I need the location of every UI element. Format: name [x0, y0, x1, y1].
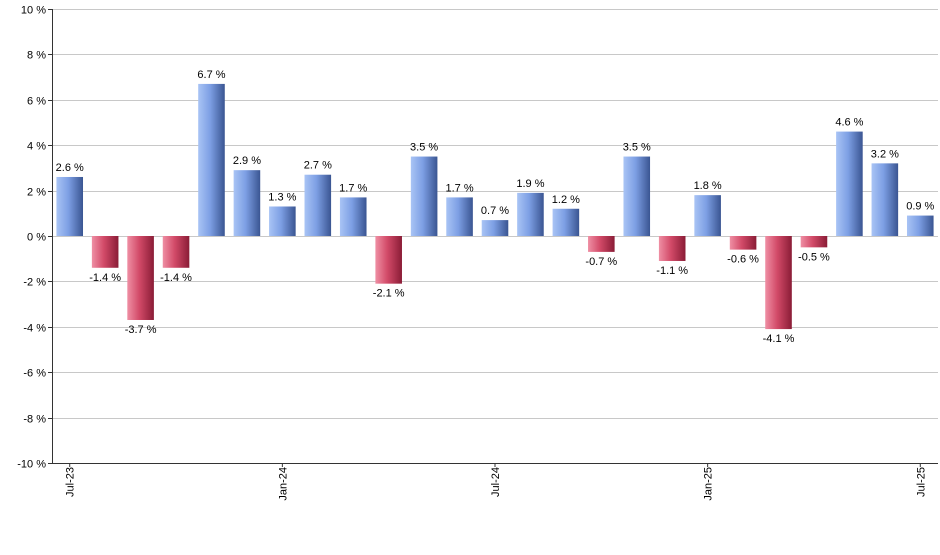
data-label: 3.5 %: [623, 142, 651, 154]
data-labels: 2.6 % -1.4 % -3.7 % -1.4 % 6.7 % 2.9 % 1.3 % 2.…: [56, 69, 935, 345]
x-tick-label: Jul-23: [65, 467, 77, 497]
data-label: -1.4 %: [160, 272, 192, 284]
bar-jul-25: [906, 215, 934, 236]
bar-dec-24: [658, 236, 686, 261]
data-label: 3.2 %: [871, 148, 899, 160]
bars: [56, 83, 934, 330]
data-label: -0.5 %: [798, 251, 830, 263]
bar-aug-23: [91, 236, 119, 268]
axes: 10 % 8 % 6 % 4 % 2 % 0 % -2 % -4 % -6 % -8 % -10 %…: [17, 5, 938, 501]
x-tick-label: Jan-25: [703, 467, 715, 501]
bar-oct-24: [588, 236, 615, 252]
bar-apr-25: [800, 236, 828, 248]
data-label: 1.3 %: [268, 191, 296, 203]
y-tick-label: 10 %: [21, 5, 46, 17]
y-tick-label: -6 %: [23, 368, 46, 380]
data-label: 2.7 %: [304, 160, 332, 172]
x-tick-label: Jul-25: [915, 467, 927, 497]
bar-nov-24: [623, 156, 651, 236]
y-tick-label: -4 %: [23, 323, 46, 335]
data-label: 1.7 %: [339, 182, 367, 194]
y-tick-label: 6 %: [27, 96, 46, 108]
bar-apr-24: [375, 236, 402, 284]
data-label: -3.7 %: [125, 324, 157, 336]
bar-dec-23: [233, 170, 261, 236]
data-label: 0.9 %: [906, 201, 934, 213]
y-tick-label: 4 %: [27, 141, 46, 153]
y-tick-label: 2 %: [27, 187, 46, 199]
data-label: 1.9 %: [516, 178, 544, 190]
bar-jan-24: [269, 206, 296, 236]
data-label: -1.1 %: [656, 265, 688, 277]
bar-sep-24: [552, 208, 580, 236]
data-label: 6.7 %: [197, 69, 225, 81]
data-label: 1.7 %: [445, 182, 473, 194]
data-label: -2.1 %: [373, 288, 405, 300]
x-tick-label: Jan-24: [277, 467, 289, 501]
x-tick-label: Jul-24: [490, 467, 502, 497]
y-tick-label: 8 %: [27, 50, 46, 62]
data-label: 2.6 %: [56, 162, 84, 174]
y-tick-label: -10 %: [17, 459, 46, 471]
data-label: -0.7 %: [585, 256, 617, 268]
y-tick-label: -2 %: [23, 277, 46, 289]
bar-nov-23: [198, 83, 225, 236]
bar-aug-24: [517, 192, 544, 236]
data-label: 1.2 %: [552, 194, 580, 206]
bar-feb-25: [729, 236, 757, 250]
data-label: 1.8 %: [694, 180, 722, 192]
bar-may-25: [836, 131, 863, 236]
y-tick-label: -8 %: [23, 414, 46, 426]
data-label: 0.7 %: [481, 205, 509, 217]
bar-jul-24: [481, 220, 509, 236]
data-label: 2.9 %: [233, 155, 261, 167]
data-label: -1.4 %: [89, 272, 121, 284]
data-label: 4.6 %: [835, 117, 863, 129]
bar-jul-23: [56, 176, 84, 236]
bar-may-24: [410, 156, 438, 236]
bar-mar-24: [339, 197, 367, 236]
bar-jun-25: [871, 163, 899, 236]
bar-jan-25: [694, 195, 721, 236]
y-tick-label: 0 %: [27, 232, 46, 244]
bar-oct-23: [162, 236, 190, 268]
bar-mar-25: [765, 236, 792, 330]
bar-sep-23: [127, 236, 154, 320]
data-label: -4.1 %: [763, 333, 795, 345]
data-label: 3.5 %: [410, 142, 438, 154]
bar-feb-24: [304, 174, 332, 236]
bar-jun-24: [446, 197, 473, 236]
data-label: -0.6 %: [727, 254, 759, 266]
